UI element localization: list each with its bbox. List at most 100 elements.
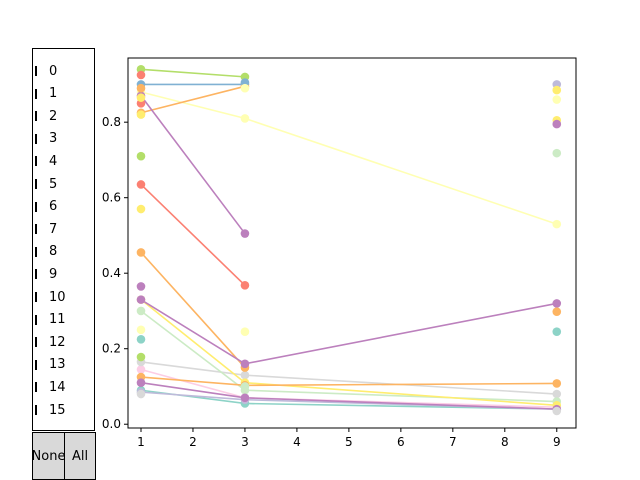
legend-item-2[interactable]: 2 xyxy=(35,107,57,125)
legend-item-10[interactable]: 10 xyxy=(35,288,66,306)
scatter-point xyxy=(552,148,562,158)
legend-checkbox[interactable] xyxy=(35,269,37,280)
legend-label: 5 xyxy=(49,176,58,192)
x-tick-label: 2 xyxy=(189,435,197,449)
legend-label: 13 xyxy=(49,357,66,373)
legend-label: 12 xyxy=(49,334,66,350)
legend-label: 2 xyxy=(49,108,58,124)
series-point-8 xyxy=(552,389,562,399)
select-none-button[interactable]: None xyxy=(32,432,65,480)
legend-item-15[interactable]: 15 xyxy=(35,401,66,419)
legend-checkbox[interactable] xyxy=(35,111,37,122)
legend-item-7[interactable]: 7 xyxy=(35,220,57,238)
series-line-1 xyxy=(140,91,558,225)
legend-item-13[interactable]: 13 xyxy=(35,356,66,374)
scatter-point xyxy=(136,389,146,399)
scatter-point xyxy=(240,83,250,93)
x-tick-label: 4 xyxy=(293,435,301,449)
scatter-point xyxy=(136,325,146,335)
scatter-point xyxy=(136,93,146,102)
plot-area xyxy=(127,57,577,429)
x-tick-label: 9 xyxy=(553,435,561,449)
legend-checkbox[interactable] xyxy=(35,246,37,257)
scatter-point xyxy=(552,406,562,416)
x-tick-label: 5 xyxy=(345,435,353,449)
legend-item-1[interactable]: 1 xyxy=(35,85,57,103)
series-point-15 xyxy=(240,393,250,403)
scatter-point xyxy=(136,352,146,362)
y-tick-label: 0.8 xyxy=(102,115,121,129)
scatter-point xyxy=(552,119,562,129)
series-line-10 xyxy=(140,310,557,403)
legend-checkbox[interactable] xyxy=(35,156,37,167)
scatter-point xyxy=(552,307,562,317)
series-point-14 xyxy=(240,359,250,369)
scatter-point xyxy=(240,327,250,337)
legend-checkbox[interactable] xyxy=(35,337,37,348)
scatter-point xyxy=(136,282,146,291)
legend-item-12[interactable]: 12 xyxy=(35,333,66,351)
x-tick-label: 6 xyxy=(397,435,405,449)
legend-item-6[interactable]: 6 xyxy=(35,198,57,216)
series-line-3 xyxy=(140,183,246,286)
series-line-5 xyxy=(140,85,246,114)
scatter-point xyxy=(552,95,562,104)
x-tick-label: 7 xyxy=(449,435,457,449)
legend-checkbox[interactable] xyxy=(35,201,37,212)
legend-label: 14 xyxy=(49,379,66,395)
legend-item-9[interactable]: 9 xyxy=(35,265,57,283)
series-point-1 xyxy=(240,114,250,123)
legend-item-4[interactable]: 4 xyxy=(35,152,57,170)
series-point-15 xyxy=(136,378,146,387)
series-line-9 xyxy=(140,95,246,235)
legend-item-11[interactable]: 11 xyxy=(35,311,66,329)
legend-item-14[interactable]: 14 xyxy=(35,378,66,396)
legend-label: 9 xyxy=(49,266,58,282)
y-tick-label: 0.6 xyxy=(102,191,121,205)
legend-checkbox[interactable] xyxy=(35,314,37,325)
series-point-8 xyxy=(240,370,250,380)
scatter-point xyxy=(136,110,146,119)
scatter-point xyxy=(136,83,146,93)
scatter-point xyxy=(240,382,250,391)
legend-label: 7 xyxy=(49,221,58,237)
legend-label: 0 xyxy=(49,63,58,79)
select-all-button[interactable]: All xyxy=(64,432,96,480)
legend-item-0[interactable]: 0 xyxy=(35,62,57,80)
x-tick-label: 3 xyxy=(241,435,249,449)
legend-item-3[interactable]: 3 xyxy=(35,130,57,148)
series-point-7 xyxy=(136,365,146,374)
legend-checkbox[interactable] xyxy=(35,405,37,415)
legend-checkbox[interactable] xyxy=(35,382,37,393)
scatter-point xyxy=(552,85,562,95)
legend-label: 10 xyxy=(49,289,66,305)
scatter-point xyxy=(136,334,146,344)
y-tick-label: 0.2 xyxy=(102,342,121,356)
series-point-14 xyxy=(552,299,562,308)
legend-checkbox[interactable] xyxy=(35,359,37,370)
legend-checkbox[interactable] xyxy=(35,224,37,235)
legend-checkbox[interactable] xyxy=(35,66,37,76)
series-point-3 xyxy=(136,180,146,189)
legend-item-8[interactable]: 8 xyxy=(35,243,57,261)
legend-checkbox[interactable] xyxy=(35,179,37,189)
x-tick-label: 1 xyxy=(137,435,145,449)
legend-checkbox[interactable] xyxy=(35,292,37,302)
legend-label: 3 xyxy=(49,131,58,147)
legend-label: 4 xyxy=(49,153,58,169)
legend-checkbox[interactable] xyxy=(35,88,37,99)
legend-checkbox[interactable] xyxy=(35,133,37,144)
legend-item-5[interactable]: 5 xyxy=(35,175,57,193)
series-point-14 xyxy=(136,295,146,304)
series-point-3 xyxy=(240,280,250,290)
legend-label: 1 xyxy=(49,86,58,102)
scatter-point xyxy=(136,204,146,214)
series-line-8 xyxy=(140,361,557,395)
legend-label: 8 xyxy=(49,244,58,260)
series-line-14 xyxy=(140,298,557,365)
series-point-10 xyxy=(136,306,146,316)
series-point-1 xyxy=(552,219,562,229)
y-tick-label: 0.4 xyxy=(102,266,121,280)
series-point-13 xyxy=(552,379,562,388)
